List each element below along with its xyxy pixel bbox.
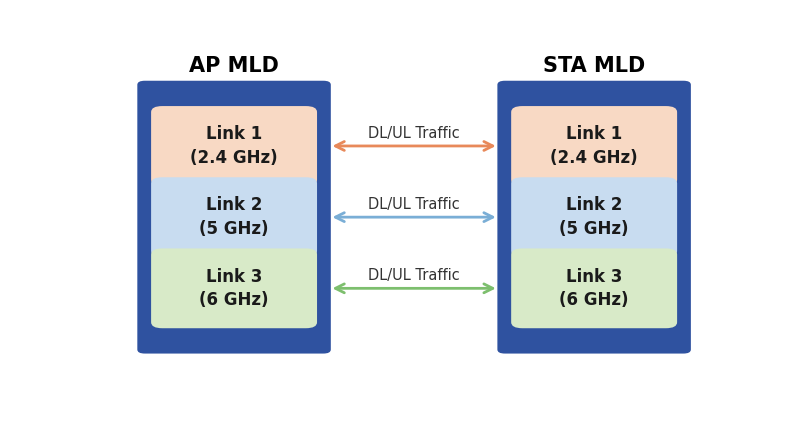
Text: DL/UL Traffic: DL/UL Traffic: [368, 197, 460, 212]
Text: Link 3
(6 GHz): Link 3 (6 GHz): [559, 267, 629, 309]
FancyBboxPatch shape: [511, 249, 677, 328]
Text: Link 1
(2.4 GHz): Link 1 (2.4 GHz): [550, 125, 638, 167]
FancyBboxPatch shape: [511, 177, 677, 257]
Text: Link 2
(5 GHz): Link 2 (5 GHz): [559, 197, 629, 238]
FancyBboxPatch shape: [151, 177, 317, 257]
FancyBboxPatch shape: [151, 249, 317, 328]
Text: DL/UL Traffic: DL/UL Traffic: [368, 268, 460, 283]
FancyBboxPatch shape: [137, 81, 330, 353]
Text: DL/UL Traffic: DL/UL Traffic: [368, 126, 460, 141]
Text: Link 2
(5 GHz): Link 2 (5 GHz): [200, 197, 269, 238]
Text: AP MLD: AP MLD: [189, 56, 279, 77]
FancyBboxPatch shape: [498, 81, 691, 353]
Text: Link 1
(2.4 GHz): Link 1 (2.4 GHz): [190, 125, 278, 167]
FancyBboxPatch shape: [511, 106, 677, 186]
FancyBboxPatch shape: [151, 106, 317, 186]
Text: Link 3
(6 GHz): Link 3 (6 GHz): [200, 267, 269, 309]
Text: STA MLD: STA MLD: [543, 56, 646, 77]
